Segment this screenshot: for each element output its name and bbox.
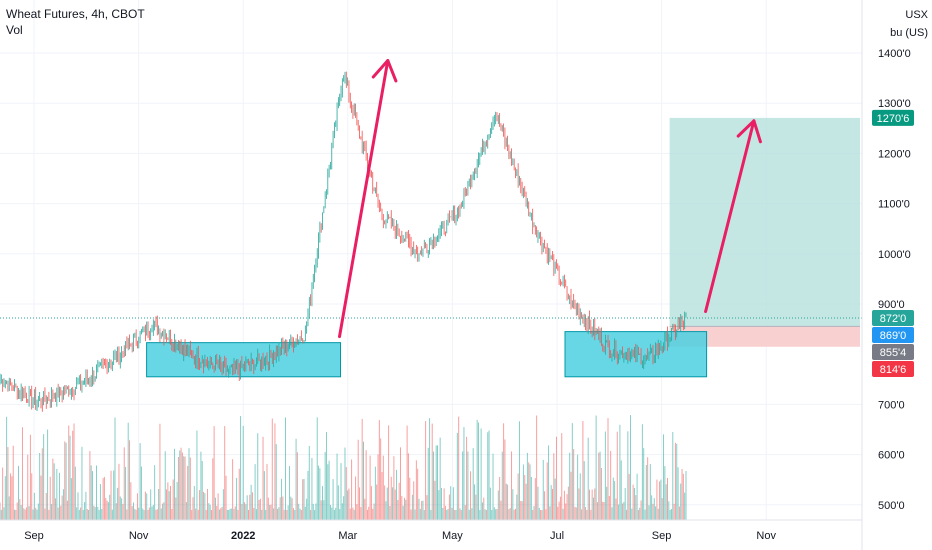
- x-tick-label: Sep: [652, 530, 672, 542]
- price-badge: [872, 109, 914, 126]
- x-tick-label: May: [442, 530, 463, 542]
- price-badge: [872, 327, 914, 344]
- unit-label: bu (US): [890, 27, 928, 39]
- currency-label: USX: [905, 9, 928, 21]
- y-tick-label: 500'0: [878, 500, 905, 512]
- price-badge-label: 855'4: [880, 347, 907, 359]
- x-tick-label: Jul: [550, 530, 564, 542]
- price-badge: [872, 361, 914, 378]
- price-badge-label: 872'0: [880, 313, 907, 325]
- x-tick-label: 2022: [231, 530, 255, 542]
- y-tick-label: 900'0: [878, 299, 905, 311]
- x-tick-label: Mar: [338, 530, 357, 542]
- price-badge-label: 1270'6: [877, 113, 910, 125]
- y-tick-label: 600'0: [878, 450, 905, 462]
- x-tick-label: Nov: [129, 530, 149, 542]
- x-tick-label: Sep: [24, 530, 44, 542]
- y-tick-label: 1100'0: [878, 199, 910, 211]
- y-tick-label: 1200'0: [878, 148, 911, 160]
- y-tick-label: 1300'0: [878, 98, 911, 110]
- y-tick-label: 700'0: [878, 399, 905, 411]
- price-candles: [0, 71, 687, 412]
- price-badge-label: 869'0: [880, 330, 907, 342]
- trend-arrow-shaft: [704, 119, 756, 314]
- position-zones: [669, 117, 860, 347]
- price-badge: [872, 310, 914, 327]
- trend-arrow-head: [736, 119, 762, 144]
- x-tick-label: Nov: [756, 530, 776, 542]
- chart-legend: Wheat Futures, 4h, CBOT Vol: [6, 6, 145, 38]
- price-badge: [872, 344, 914, 361]
- y-tick-label: 1000'0: [878, 249, 911, 261]
- target-zone: [669, 117, 860, 327]
- trend-arrow-head: [371, 59, 398, 83]
- consolidation-boxes: [146, 331, 708, 378]
- y-tick-label: 1400'0: [878, 48, 911, 60]
- indicator-label[interactable]: Vol: [6, 23, 23, 37]
- stop-zone: [669, 326, 860, 347]
- consolidation-box: [146, 342, 341, 378]
- symbol-title[interactable]: Wheat Futures, 4h, CBOT: [6, 7, 145, 21]
- volume-bars: [0, 415, 687, 520]
- trend-arrows: [338, 59, 762, 339]
- axes: Sep Nov 2022 Mar May Jul Sep Nov 1400'0 1300'0 120…: [0, 0, 911, 550]
- price-badges: 1270'6 872'0 869'0 855'4 814'6: [872, 109, 914, 378]
- price-badge-label: 814'6: [880, 364, 907, 376]
- trend-arrow-shaft: [338, 59, 390, 339]
